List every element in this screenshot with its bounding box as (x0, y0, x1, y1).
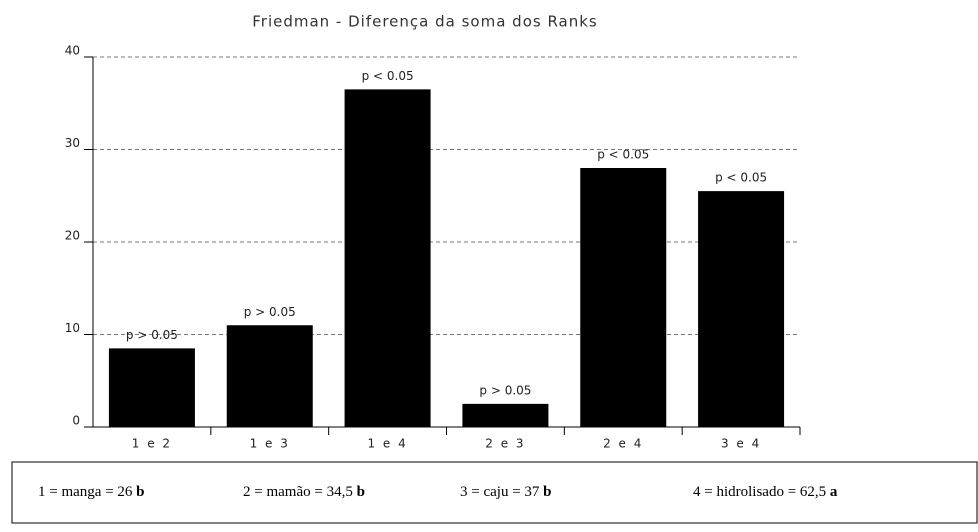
y-tick-label: 40 (65, 44, 80, 58)
bar (108, 348, 195, 427)
key-text: 1 = manga = 26 (38, 484, 133, 500)
key-grade: b (357, 484, 365, 500)
y-tick-label: 30 (65, 136, 80, 150)
key-entry: 3 = caju = 37 b (460, 484, 552, 500)
bar (580, 168, 667, 427)
x-tick-label: 1 e 4 (367, 437, 407, 451)
x-tick-label: 1 e 2 (132, 437, 172, 451)
key-entry: 1 = manga = 26 b (38, 484, 145, 500)
annotation: p > 0.05 (479, 383, 531, 397)
key-entry: 2 = mamão = 34,5 b (243, 484, 365, 500)
annotation: p > 0.05 (244, 305, 296, 319)
bar (698, 191, 785, 427)
key-grade: b (136, 484, 144, 500)
key-grade: b (543, 484, 551, 500)
chart-title: Friedman - Diferença da soma dos Ranks (252, 13, 598, 31)
y-tick-label: 10 (65, 321, 80, 335)
bar (226, 325, 313, 427)
key-grade: a (830, 484, 838, 500)
y-tick-label: 20 (65, 229, 80, 243)
x-tick-label: 3 e 4 (721, 437, 761, 451)
key-box (11, 461, 978, 524)
annotation: p > 0.05 (126, 328, 178, 342)
bar (462, 403, 549, 427)
key-text: 2 = mamão = 34,5 (243, 484, 353, 500)
annotation: p < 0.05 (597, 148, 649, 162)
x-tick-label: 2 e 4 (603, 437, 643, 451)
key-text: 3 = caju = 37 (460, 484, 540, 500)
key-text: 4 = hidrolisado = 62,5 (693, 484, 826, 500)
annotation: p < 0.05 (362, 69, 414, 83)
x-tick-label: 1 e 3 (250, 437, 290, 451)
y-tick-label: 0 (72, 414, 80, 428)
key-entry: 4 = hidrolisado = 62,5 a (693, 484, 838, 500)
bar (344, 89, 431, 427)
x-tick-label: 2 e 3 (485, 437, 525, 451)
annotation: p < 0.05 (715, 171, 767, 185)
